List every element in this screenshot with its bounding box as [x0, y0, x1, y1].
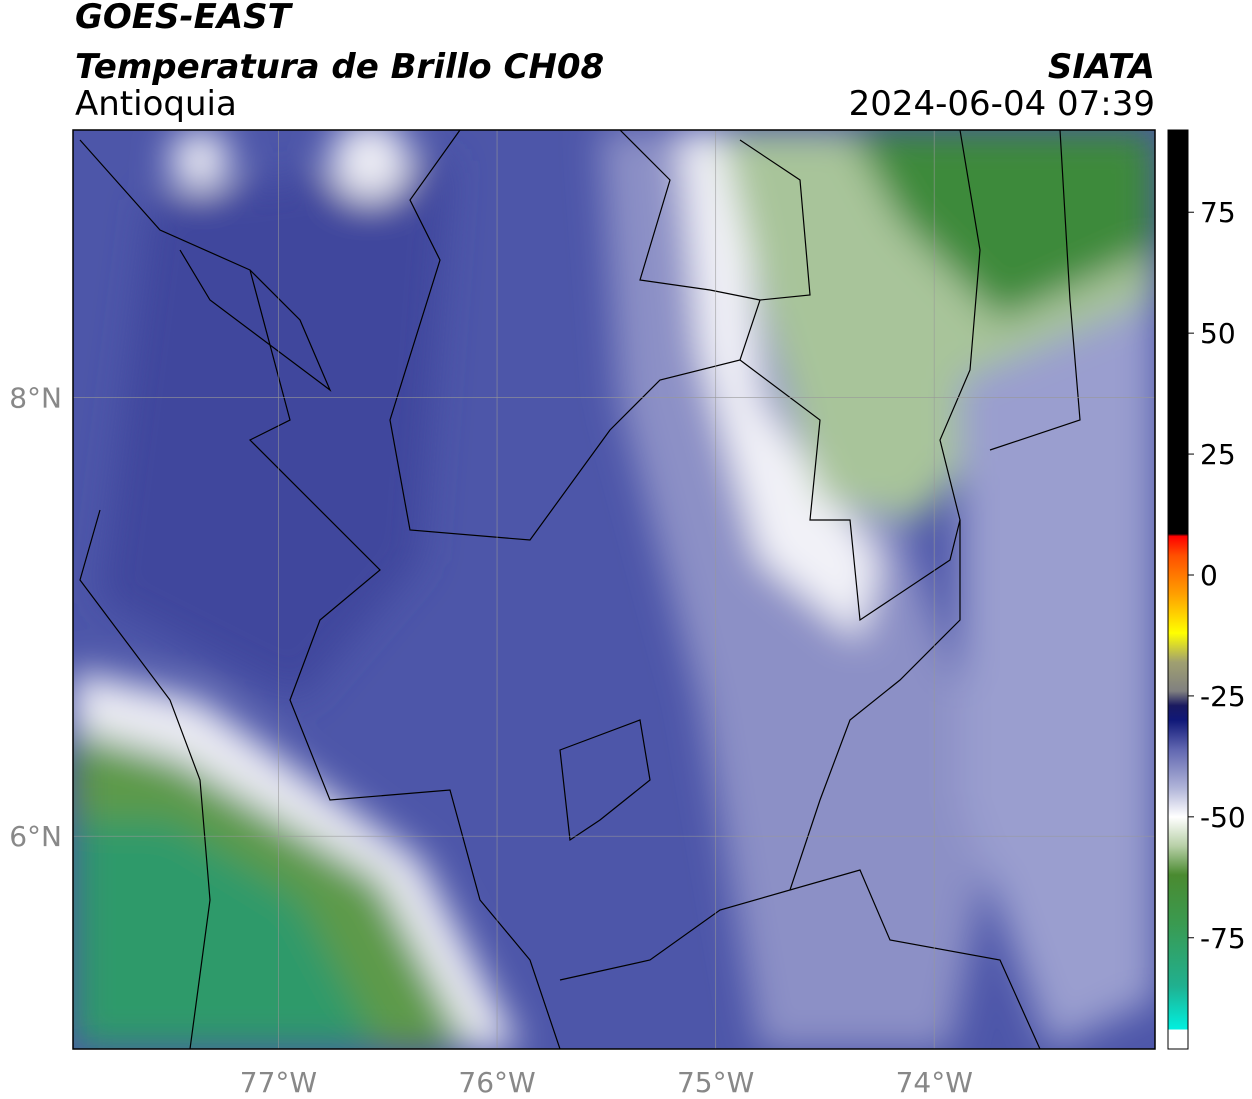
region: Antioquia [75, 84, 237, 124]
map-frame [72, 129, 1156, 1050]
colorbar-tick-label: 50 [1200, 317, 1236, 350]
colorbar-tick-label: 75 [1200, 196, 1236, 229]
colorbar-tick-label: -50 [1200, 801, 1246, 834]
colorbar-tick-label: -25 [1200, 680, 1246, 713]
satellite-image [73, 130, 1155, 1049]
source: SIATA [1048, 47, 1155, 87]
timestamp: 2024-06-04 07:39 [849, 84, 1155, 124]
colorbar [1167, 129, 1189, 1050]
colorbar-tick-label: 0 [1200, 559, 1218, 592]
y-tick-label: 8°N [9, 382, 62, 415]
x-tick-label: 76°W [458, 1066, 535, 1099]
title: GOES-EAST [75, 0, 294, 37]
x-tick-label: 74°W [896, 1066, 973, 1099]
x-tick-label: 77°W [240, 1066, 317, 1099]
subtitle: Temperatura de Brillo CH08 [75, 47, 604, 87]
colorbar-tick-label: 25 [1200, 438, 1236, 471]
y-tick-label: 6°N [9, 820, 62, 853]
colorbar-tick-label: -75 [1200, 922, 1246, 955]
x-tick-label: 75°W [677, 1066, 754, 1099]
